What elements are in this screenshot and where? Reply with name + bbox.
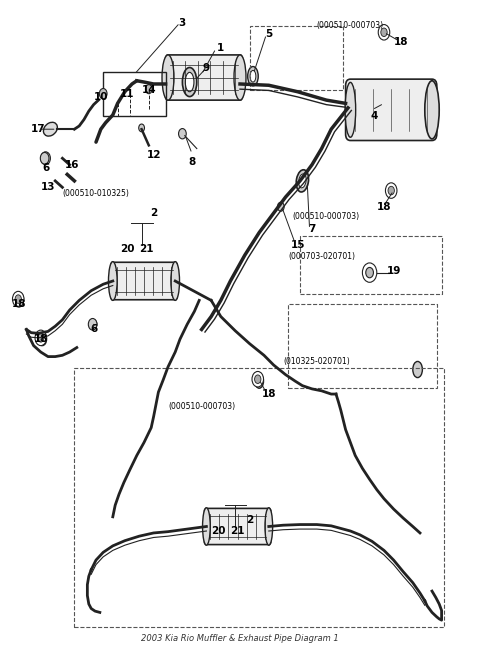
Circle shape [12,291,24,307]
Text: 5: 5 [265,29,273,39]
Text: (000510-000703): (000510-000703) [293,212,360,221]
Ellipse shape [43,122,58,136]
Ellipse shape [234,55,246,100]
Text: 12: 12 [146,150,161,160]
Circle shape [366,267,373,278]
Circle shape [378,25,390,40]
FancyBboxPatch shape [111,262,177,300]
Text: 21: 21 [139,244,154,254]
Circle shape [37,333,44,342]
Text: 18: 18 [377,202,391,212]
Text: (000510-000703): (000510-000703) [168,402,235,412]
Text: 20: 20 [120,244,134,254]
FancyBboxPatch shape [166,55,242,100]
Bar [103,72,166,116]
Ellipse shape [255,374,264,388]
Text: 18: 18 [262,389,276,399]
Circle shape [139,124,144,132]
Ellipse shape [171,262,180,300]
Circle shape [254,375,261,384]
Ellipse shape [265,508,273,545]
Text: 9: 9 [203,63,210,73]
Text: 13: 13 [41,182,55,193]
Ellipse shape [162,55,174,100]
Text: (010325-020701): (010325-020701) [283,357,350,366]
Text: 16: 16 [65,160,79,170]
Text: (000703-020701): (000703-020701) [288,252,355,261]
Circle shape [40,152,49,164]
Text: 1: 1 [217,43,225,54]
Text: 18: 18 [34,334,48,344]
Text: 3: 3 [179,17,186,28]
Circle shape [385,183,397,198]
Circle shape [388,186,395,195]
FancyBboxPatch shape [204,508,271,545]
Circle shape [381,28,387,37]
Circle shape [179,129,186,139]
FancyBboxPatch shape [346,79,437,141]
Text: 2: 2 [150,208,157,218]
Text: 7: 7 [308,224,316,234]
Circle shape [41,152,50,165]
Text: 19: 19 [386,266,401,276]
Circle shape [88,318,97,330]
Circle shape [15,295,22,304]
Ellipse shape [182,68,197,97]
Text: 10: 10 [94,92,108,102]
Circle shape [145,85,152,94]
Ellipse shape [413,362,422,377]
Ellipse shape [185,72,194,92]
Text: 4: 4 [371,111,378,121]
Ellipse shape [248,67,258,86]
Text: 11: 11 [120,89,134,99]
Ellipse shape [38,333,47,346]
Ellipse shape [299,174,306,188]
Ellipse shape [425,81,439,139]
Ellipse shape [108,262,117,300]
Circle shape [277,202,284,211]
Ellipse shape [250,70,256,82]
Text: (000510-000703): (000510-000703) [317,21,384,30]
Text: 6: 6 [90,324,97,335]
Circle shape [90,320,97,329]
Text: 2003 Kia Rio Muffler & Exhaust Pipe Diagram 1: 2003 Kia Rio Muffler & Exhaust Pipe Diag… [141,634,339,643]
Text: 8: 8 [188,156,196,167]
Ellipse shape [296,170,309,192]
Circle shape [252,371,264,387]
Text: 21: 21 [230,526,245,536]
Text: 18: 18 [12,298,26,309]
Ellipse shape [203,508,210,545]
Text: 15: 15 [290,240,305,251]
Circle shape [35,330,47,346]
Text: 17: 17 [31,124,46,134]
Text: 18: 18 [394,37,408,47]
Text: 2: 2 [246,515,253,525]
Ellipse shape [345,83,356,138]
Text: (000510-010325): (000510-010325) [62,189,130,198]
Text: 6: 6 [42,163,49,173]
Circle shape [99,89,107,99]
Ellipse shape [15,293,24,307]
Text: 20: 20 [211,526,226,536]
Text: 14: 14 [142,85,156,96]
Circle shape [362,263,377,282]
